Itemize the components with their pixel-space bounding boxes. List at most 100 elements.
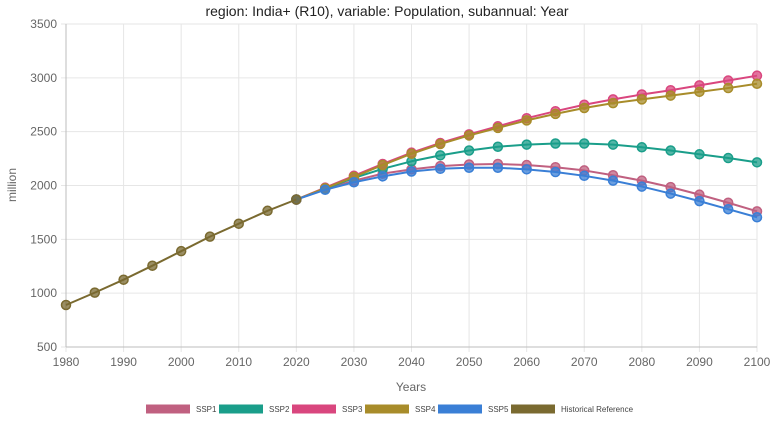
y-axis-label: million [5, 168, 19, 202]
x-tick-label: 2000 [168, 355, 195, 369]
data-point-ssp5[interactable] [665, 188, 676, 199]
tick-labels: 1980 1990 2000 2010 2020 2030 2040 2050 2060 2070… [30, 17, 770, 369]
data-point-ssp4[interactable] [377, 159, 388, 171]
data-point-ssp5[interactable] [377, 171, 388, 182]
legend-label: Historical Reference [561, 405, 634, 414]
x-tick-label: 2010 [225, 355, 252, 369]
data-point-ssp4[interactable] [636, 94, 648, 105]
data-point-ssp5[interactable] [348, 177, 360, 188]
data-point-ssp2[interactable] [521, 139, 532, 150]
data-point-ssp2[interactable] [463, 145, 475, 156]
data-point-historical-reference[interactable] [262, 205, 273, 217]
legend-label: SSP2 [269, 405, 290, 414]
x-tick-label: 2100 [744, 355, 771, 369]
data-point-historical-reference[interactable] [118, 274, 129, 285]
chart-title: region: India+ (R10), variable: Populati… [205, 3, 568, 19]
data-point-historical-reference[interactable] [60, 299, 72, 311]
legend-item-ssp3[interactable]: SSP3 [292, 404, 363, 415]
data-point-ssp4[interactable] [521, 115, 532, 126]
data-point-ssp5[interactable] [492, 162, 504, 173]
data-point-ssp4[interactable] [406, 148, 417, 159]
y-tick-label: 2500 [30, 125, 57, 139]
data-point-ssp5[interactable] [463, 162, 475, 173]
data-point-historical-reference[interactable] [89, 287, 101, 298]
x-tick-label: 2090 [686, 355, 713, 369]
data-point-historical-reference[interactable] [175, 245, 187, 257]
y-tick-label: 500 [37, 340, 57, 354]
data-point-ssp4[interactable] [435, 138, 446, 150]
x-tick-label: 2020 [283, 355, 310, 369]
y-tick-label: 1000 [30, 286, 57, 300]
data-point-ssp2[interactable] [751, 157, 763, 168]
data-point-ssp2[interactable] [607, 139, 619, 150]
data-point-ssp5[interactable] [319, 184, 331, 196]
data-point-ssp4[interactable] [751, 78, 763, 89]
legend-swatch [438, 404, 482, 414]
data-point-historical-reference[interactable] [204, 231, 216, 242]
data-point-ssp2[interactable] [665, 145, 676, 156]
data-point-ssp4[interactable] [550, 108, 561, 120]
x-tick-label: 2070 [571, 355, 598, 369]
data-point-ssp5[interactable] [406, 166, 417, 177]
data-point-ssp5[interactable] [521, 164, 532, 175]
data-point-ssp4[interactable] [579, 102, 590, 114]
data-point-ssp5[interactable] [607, 175, 619, 186]
legend: SSP1 SSP2 SSP3 SSP4 SSP5 Historical Reference [146, 404, 634, 415]
data-point-ssp2[interactable] [636, 142, 648, 153]
x-tick-label: 1990 [110, 355, 137, 369]
legend-swatch [219, 404, 263, 414]
data-point-ssp2[interactable] [694, 149, 705, 160]
data-point-ssp4[interactable] [665, 90, 676, 101]
series-historical-reference [60, 194, 302, 311]
y-tick-label: 2000 [30, 179, 57, 193]
legend-swatch [292, 404, 336, 414]
data-point-historical-reference[interactable] [147, 260, 158, 271]
data-point-ssp5[interactable] [751, 212, 763, 223]
x-tick-label: 2030 [341, 355, 368, 369]
data-point-ssp5[interactable] [550, 166, 561, 178]
data-point-ssp2[interactable] [435, 150, 446, 161]
data-point-ssp5[interactable] [579, 170, 590, 182]
x-tick-label: 2060 [513, 355, 540, 369]
legend-item-ssp2[interactable]: SSP2 [219, 404, 290, 415]
data-point-ssp5[interactable] [694, 195, 705, 207]
x-tick-label: 2040 [398, 355, 425, 369]
y-tick-label: 3000 [30, 71, 57, 85]
grid-layer [61, 23, 758, 352]
data-point-ssp4[interactable] [607, 97, 619, 109]
series-layer [60, 70, 763, 311]
data-point-ssp5[interactable] [636, 181, 648, 192]
y-tick-label: 1500 [30, 232, 57, 246]
data-point-ssp4[interactable] [463, 130, 475, 141]
x-tick-label: 2080 [628, 355, 655, 369]
legend-swatch [146, 404, 190, 414]
data-point-historical-reference[interactable] [291, 194, 302, 205]
data-point-ssp5[interactable] [722, 203, 734, 215]
legend-item-historical-reference[interactable]: Historical Reference [511, 404, 634, 415]
data-point-ssp2[interactable] [722, 152, 734, 164]
data-point-ssp2[interactable] [550, 138, 561, 149]
data-point-ssp2[interactable] [579, 138, 590, 149]
axis-layer [65, 24, 757, 348]
data-point-ssp4[interactable] [722, 82, 734, 94]
data-point-historical-reference[interactable] [233, 218, 244, 229]
legend-swatch [511, 404, 555, 414]
series-ssp5 [291, 162, 763, 223]
data-point-ssp4[interactable] [492, 122, 504, 134]
legend-label: SSP4 [415, 405, 436, 414]
x-axis-label: Years [396, 380, 426, 394]
legend-label: SSP1 [196, 405, 217, 414]
data-point-ssp2[interactable] [492, 141, 504, 152]
data-point-ssp5[interactable] [435, 163, 446, 175]
data-point-ssp4[interactable] [694, 86, 705, 98]
legend-item-ssp1[interactable]: SSP1 [146, 404, 217, 415]
y-tick-label: 3500 [30, 17, 57, 31]
x-tick-label: 1980 [53, 355, 80, 369]
legend-label: SSP3 [342, 405, 363, 414]
legend-item-ssp5[interactable]: SSP5 [438, 404, 509, 415]
legend-item-ssp4[interactable]: SSP4 [365, 404, 436, 415]
x-tick-label: 2050 [456, 355, 483, 369]
legend-label: SSP5 [488, 405, 509, 414]
